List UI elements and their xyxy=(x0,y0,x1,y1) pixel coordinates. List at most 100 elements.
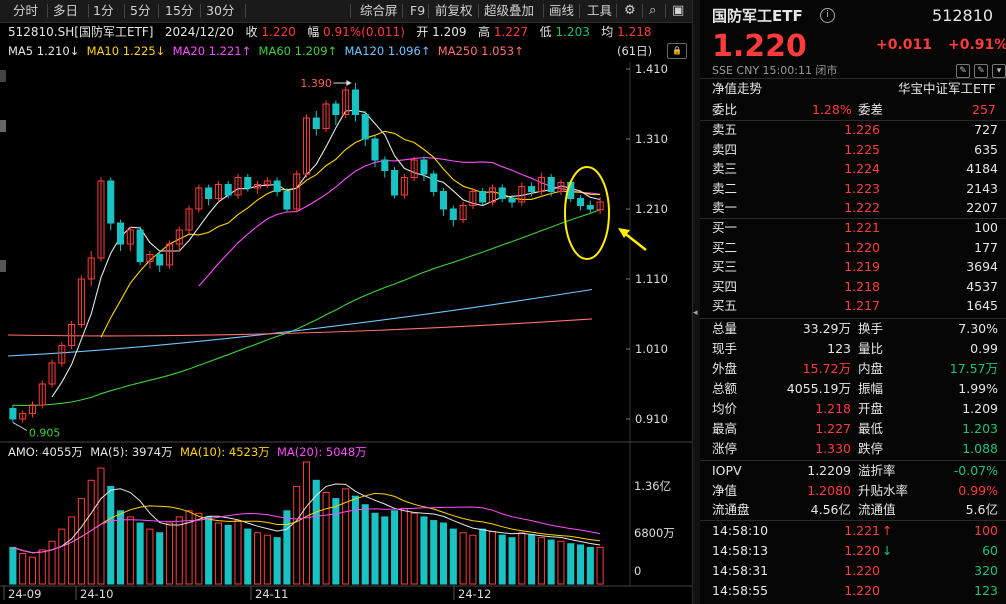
volume-bar xyxy=(156,532,164,585)
stat-value: 17.57万 xyxy=(949,361,998,376)
x-tick-label: 24-10 xyxy=(80,587,113,601)
x-tick-label: 24-12 xyxy=(458,587,491,601)
tick-time: 14:58:10 xyxy=(712,523,769,538)
candle-body xyxy=(361,114,369,140)
toolbar-item-2[interactable]: 1分 xyxy=(93,3,114,18)
candle-body xyxy=(322,103,330,129)
bid-label: 买五 xyxy=(712,298,738,313)
tick-arrow: ↑ xyxy=(882,523,893,538)
left-tab-3[interactable] xyxy=(0,260,6,272)
candle-body xyxy=(126,229,134,245)
toolbar-separator xyxy=(245,4,246,18)
bid-price: 1.217 xyxy=(844,298,880,313)
tick-volume: 60 xyxy=(982,543,998,558)
market-meta: SSE CNY 15:00:11 闭市 xyxy=(712,64,838,77)
candle-body xyxy=(420,159,428,175)
search-icon[interactable]: ⌕ xyxy=(649,3,657,18)
left-tab-2[interactable] xyxy=(0,120,6,132)
volume-bar xyxy=(332,498,340,585)
toolbar-item-11[interactable]: 工具 xyxy=(587,3,613,18)
candlestick-chart[interactable]: 1.410 1.310 1.210 1.110 1.010 0.910 1.390 0.905… xyxy=(0,0,692,604)
candle-body xyxy=(97,180,105,259)
volume-bar xyxy=(77,498,85,585)
candle-body xyxy=(381,159,389,171)
volume-bar xyxy=(488,531,496,585)
expand-icon[interactable]: ▾ xyxy=(992,64,1006,78)
toolbar-separator xyxy=(428,4,429,18)
volume-bar xyxy=(361,504,369,585)
info-icon[interactable]: i xyxy=(820,8,835,23)
candle-body xyxy=(283,191,291,210)
toolbar-item-4[interactable]: 15分 xyxy=(165,3,194,18)
toolbar-separator xyxy=(200,4,201,18)
candle-body xyxy=(293,173,301,210)
security-code: 512810 xyxy=(932,6,994,25)
collapse-arrow-icon[interactable]: ◂ xyxy=(693,308,698,318)
amo-legend: AMO: 4055万 MA(5): 3974万 MA(10): 4523万 MA… xyxy=(8,444,367,460)
stat-value: 4055.19万 xyxy=(786,381,851,396)
volume-bar xyxy=(518,532,526,585)
gear-icon[interactable]: ⚙ xyxy=(624,3,636,18)
candle-body xyxy=(146,254,154,262)
high-price-label: 1.390 xyxy=(300,77,332,90)
volume-bar xyxy=(214,522,222,585)
candle-body xyxy=(547,177,555,192)
candle-body xyxy=(185,208,193,231)
candle-body xyxy=(117,222,125,245)
candle-body xyxy=(351,89,359,115)
high-value: 1.227 xyxy=(493,25,529,39)
chart-area[interactable]: 分时 多日 1分 5分 15分 30分 综合屏 F9 前复权 超级叠加 画线 工具 ⚙ ⌕ ▣ 512810… xyxy=(0,0,692,604)
ask-label: 卖二 xyxy=(712,180,738,196)
edit-icon[interactable]: ✎ xyxy=(956,64,970,78)
candle-body xyxy=(273,180,281,192)
toolbar-item-10[interactable]: 画线 xyxy=(549,3,575,18)
candle-body xyxy=(254,184,262,189)
stat-label: 最低 xyxy=(858,421,884,436)
toolbar-item-3[interactable]: 5分 xyxy=(130,3,151,18)
edit2-icon[interactable]: ✎ xyxy=(974,64,988,78)
ask-label: 卖四 xyxy=(712,141,738,157)
stat-label: 最高 xyxy=(712,421,738,436)
stat-value: 5.6亿 xyxy=(965,502,998,517)
toolbar-item-7[interactable]: F9 xyxy=(410,3,426,18)
volume-bar xyxy=(420,516,428,585)
nav-trend-link[interactable]: 净值走势 xyxy=(712,81,763,96)
tracking-index[interactable]: 华宝中证军工ETF xyxy=(898,81,996,96)
stat-value: 1.209 xyxy=(962,401,998,416)
toolbar-item-0[interactable]: 分时 xyxy=(13,3,39,18)
candle-body xyxy=(68,324,76,346)
bid-price: 1.221 xyxy=(844,220,880,235)
chg-label: 幅 xyxy=(307,25,320,39)
volume-bar xyxy=(38,549,46,585)
toolbar-item-5[interactable]: 30分 xyxy=(206,3,235,18)
day-range-label[interactable]: (61日) xyxy=(617,44,653,58)
toolbar-item-1[interactable]: 多日 xyxy=(53,3,79,18)
low-label: 低 xyxy=(539,25,552,39)
low-arrow-line xyxy=(12,422,28,431)
ask-price: 1.222 xyxy=(844,200,880,215)
low-price-label: 0.905 xyxy=(29,427,60,440)
ma250-line xyxy=(7,318,593,337)
toolbar-item-6[interactable]: 综合屏 xyxy=(360,3,398,18)
toolbar-item-9[interactable]: 超级叠加 xyxy=(484,3,535,18)
toolbar-item-8[interactable]: 前复权 xyxy=(435,3,473,18)
bid-price: 1.219 xyxy=(844,259,880,274)
candle-body xyxy=(576,198,585,206)
volume-bar xyxy=(19,553,27,585)
bid-volume: 1645 xyxy=(966,298,998,313)
lock-icon[interactable]: 🔒 xyxy=(667,43,687,59)
bid-volume: 3694 xyxy=(966,259,998,274)
stat-value: 0.99% xyxy=(958,482,998,498)
lock-toolbar-icon[interactable]: ▣ xyxy=(672,3,685,18)
stat-value: 1.2080 xyxy=(807,482,851,498)
candle-body xyxy=(224,184,232,196)
bid-volume: 4537 xyxy=(966,278,998,294)
candle-body xyxy=(391,170,399,196)
stat-value: 7.30% xyxy=(958,321,998,336)
security-name: 国防军工ETF xyxy=(712,7,803,25)
volume-bar xyxy=(263,534,271,585)
left-tab-1[interactable] xyxy=(0,70,6,82)
tick-arrow: ↓ xyxy=(882,543,893,558)
volume-bar xyxy=(576,544,585,585)
toolbar-separator xyxy=(665,4,666,18)
